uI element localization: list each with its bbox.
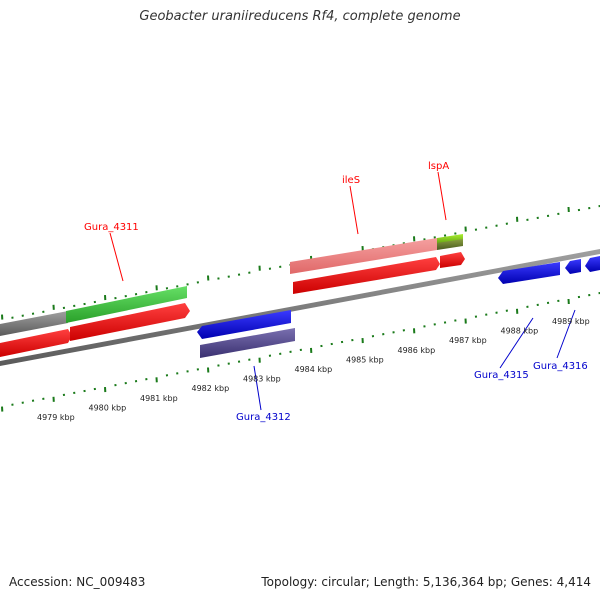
scale-label: 4985 kbp bbox=[346, 355, 384, 364]
gene-label-gura-4311: Gura_4311 bbox=[84, 222, 139, 233]
feature-gura-4316 bbox=[565, 259, 581, 274]
scale-label: 4981 kbp bbox=[140, 394, 178, 403]
feature-red-arrow-lspa bbox=[440, 252, 465, 268]
gene-label-iles: ileS bbox=[342, 175, 360, 186]
label-line-gura-4312 bbox=[253, 365, 262, 411]
feature-red-arrow-mid bbox=[70, 303, 190, 341]
scale-label: 4989 kbp bbox=[552, 317, 590, 326]
scale-label: 4980 kbp bbox=[89, 403, 127, 412]
scale-label: 4986 kbp bbox=[398, 346, 436, 355]
feature-lspa bbox=[437, 234, 463, 244]
genome-summary: Topology: circular; Length: 5,136,364 bp… bbox=[261, 575, 591, 589]
scale-label: 4979 kbp bbox=[37, 413, 75, 422]
gene-label-gura-4316: Gura_4316 bbox=[533, 361, 588, 372]
label-line-gura-4311 bbox=[109, 232, 124, 282]
label-line-lspa bbox=[437, 171, 447, 221]
feature-gura-4311 bbox=[66, 286, 187, 323]
gene-label-lspa: lspA bbox=[428, 161, 449, 172]
scale-label: 4984 kbp bbox=[295, 365, 333, 374]
feature-grey-segment bbox=[0, 311, 68, 336]
map-title: Geobacter uraniireducens Rf4, complete g… bbox=[139, 9, 461, 24]
feature-iles bbox=[290, 238, 437, 274]
feature-gura-4315 bbox=[498, 262, 560, 284]
scale-label: 4988 kbp bbox=[501, 327, 539, 336]
accession-label: Accession: NC_009483 bbox=[9, 575, 146, 589]
feature-gura-4312 bbox=[197, 310, 291, 339]
feature-red-arrow-left bbox=[0, 329, 72, 357]
scale-label: 4982 kbp bbox=[192, 384, 230, 393]
scale-label: 4983 kbp bbox=[243, 375, 281, 384]
gene-label-gura-4315: Gura_4315 bbox=[474, 370, 529, 381]
label-line-iles bbox=[349, 185, 359, 235]
label-line-gura-4315 bbox=[499, 317, 534, 369]
gene-label-gura-4312: Gura_4312 bbox=[236, 412, 291, 423]
feature-gura-4312-secondary bbox=[200, 328, 295, 358]
genome-backbone bbox=[0, 249, 600, 366]
feature-red-arrow-iles bbox=[293, 257, 440, 294]
label-line-gura-4316 bbox=[556, 309, 576, 359]
feature-blue-edge bbox=[585, 256, 600, 272]
scale-labels: 4979 kbp 4980 kbp 4981 kbp 4982 kbp 4983 kbp… bbox=[37, 317, 590, 422]
feature-lspa-secondary bbox=[437, 239, 463, 250]
scale-label: 4987 kbp bbox=[449, 336, 487, 345]
